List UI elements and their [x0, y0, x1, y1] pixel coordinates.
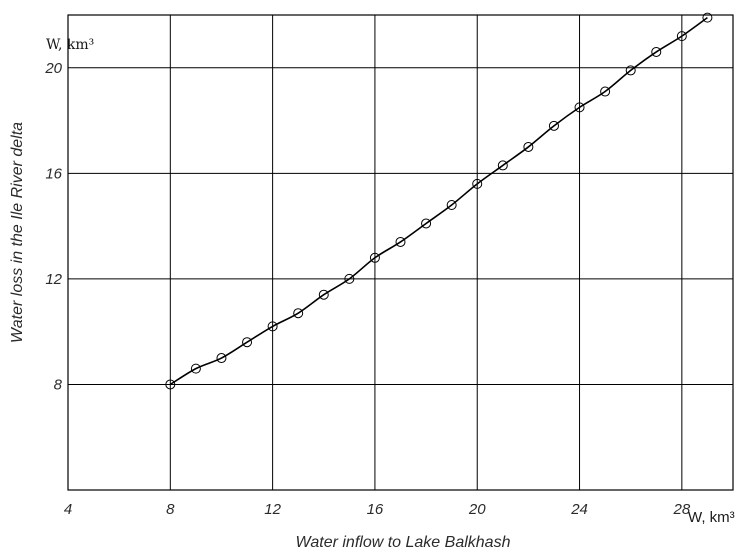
y-tick-labels: 8 12 16 20	[44, 60, 62, 394]
series	[165, 12, 713, 390]
data-point	[676, 31, 687, 42]
x-tick-label: 20	[468, 501, 486, 518]
data-point	[421, 218, 432, 229]
data-point	[446, 200, 457, 210]
data-point	[344, 273, 355, 284]
y-tick-label: 20	[44, 60, 62, 77]
y-unit-label: W, km³	[46, 37, 94, 53]
data-point	[472, 178, 483, 189]
y-tick-label: 8	[54, 376, 63, 393]
data-point	[190, 363, 201, 374]
plot-frame	[67, 14, 734, 491]
data-point	[216, 353, 227, 364]
x-tick-label: 4	[64, 501, 72, 518]
data-point	[651, 46, 662, 57]
data-point	[523, 141, 534, 152]
data-point	[702, 12, 713, 23]
data-point	[600, 86, 611, 97]
data-point	[625, 65, 636, 76]
y-tick-label: 12	[45, 271, 62, 288]
x-tick-label: 24	[570, 501, 588, 518]
data-point	[165, 379, 176, 390]
y-tick-label: 16	[45, 165, 62, 182]
data-point	[395, 236, 406, 247]
data-point	[318, 289, 329, 300]
x-tick-label: 12	[264, 501, 281, 518]
x-tick-label: 8	[166, 501, 175, 518]
data-point	[242, 337, 253, 348]
data-point	[293, 308, 304, 319]
data-point	[369, 252, 380, 263]
x-axis-label: Water inflow to Lake Balkhash	[296, 534, 511, 551]
x-tick-label: 28	[673, 501, 691, 518]
series-line	[169, 16, 708, 386]
data-point	[497, 160, 508, 171]
data-point	[548, 120, 559, 131]
data-point	[574, 102, 585, 113]
x-unit-label: W, km³	[688, 509, 735, 526]
data-point	[267, 321, 278, 332]
x-tick-labels: 4 8 12 16 20 24 28	[64, 501, 691, 518]
x-tick-label: 16	[367, 501, 384, 518]
grid	[68, 15, 733, 490]
y-axis-label: Water loss in the Ile River delta	[9, 122, 26, 343]
